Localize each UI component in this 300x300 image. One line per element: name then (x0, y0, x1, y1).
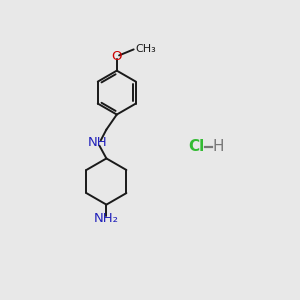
Text: CH₃: CH₃ (135, 44, 156, 54)
Text: O: O (112, 50, 122, 63)
Text: Cl: Cl (188, 140, 205, 154)
Text: H: H (213, 140, 224, 154)
Text: NH₂: NH₂ (94, 212, 119, 225)
Text: NH: NH (87, 136, 107, 149)
